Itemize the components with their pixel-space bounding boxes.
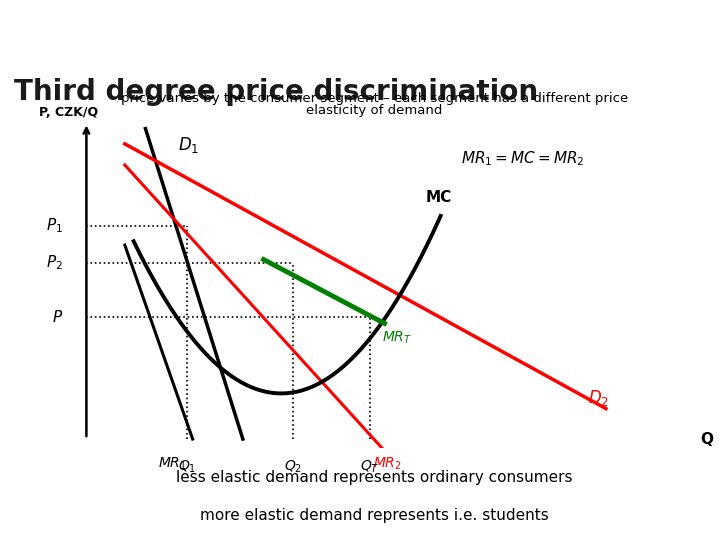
- Text: MC: MC: [426, 190, 452, 205]
- Text: $Q_1$: $Q_1$: [178, 459, 196, 475]
- Text: $MR_2$: $MR_2$: [373, 456, 402, 472]
- Text: P, CZK/Q: P, CZK/Q: [39, 106, 99, 119]
- Text: elasticity of demand: elasticity of demand: [306, 104, 443, 117]
- Text: $Q_2$: $Q_2$: [284, 459, 302, 475]
- Text: $MR_1$: $MR_1$: [158, 456, 186, 472]
- Text: $MR_1 = MC = MR_2$: $MR_1 = MC = MR_2$: [462, 150, 585, 168]
- Text: $D_1$: $D_1$: [178, 135, 199, 155]
- Text: $D_2$: $D_2$: [588, 388, 609, 408]
- Text: $P_1$: $P_1$: [46, 217, 63, 235]
- Text: $P$: $P$: [52, 309, 63, 325]
- Text: more elastic demand represents i.e. students: more elastic demand represents i.e. stud…: [200, 508, 549, 523]
- Text: $MR_T$: $MR_T$: [382, 330, 412, 346]
- Text: $P_2$: $P_2$: [46, 253, 63, 272]
- Text: less elastic demand represents ordinary consumers: less elastic demand represents ordinary …: [176, 470, 572, 485]
- Text: $Q_T$: $Q_T$: [360, 459, 379, 475]
- Text: price varies by the consumer segment – each segment has a different price: price varies by the consumer segment – e…: [121, 92, 628, 105]
- Text: Q: Q: [701, 431, 714, 447]
- Text: Third degree price discrimination: Third degree price discrimination: [14, 78, 539, 106]
